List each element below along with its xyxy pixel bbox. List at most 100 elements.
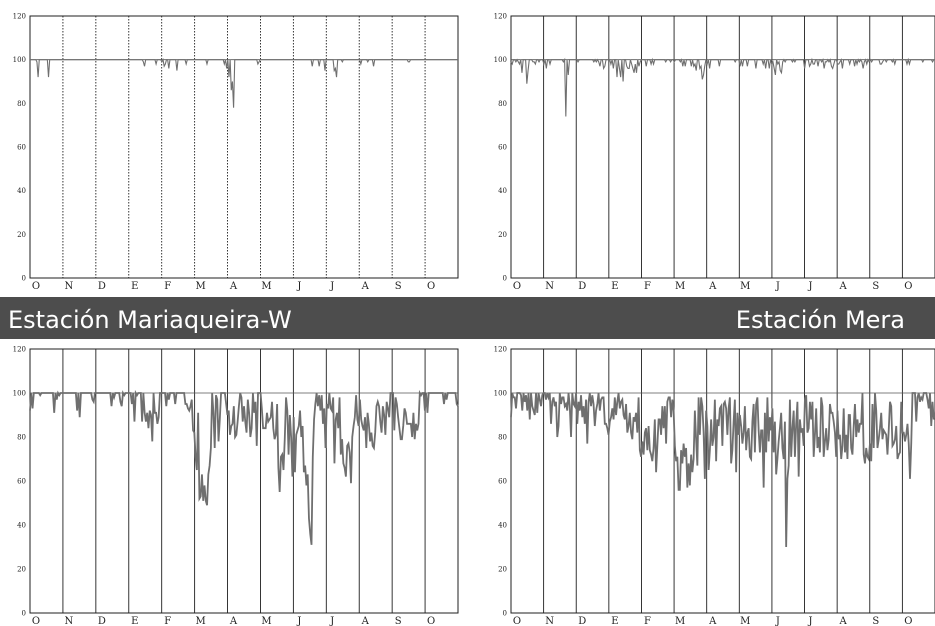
x-tick-label: O (427, 616, 435, 626)
x-tick-label: N (545, 616, 554, 626)
y-tick-label: 120 (494, 13, 507, 21)
x-tick-label: A (229, 616, 238, 626)
x-tick-label: O (427, 281, 435, 292)
y-tick-label: 100 (494, 390, 507, 398)
x-tick-label: M (195, 616, 205, 626)
x-tick-label: E (131, 616, 138, 626)
x-tick-label: M (675, 281, 685, 292)
series-line (29, 389, 459, 545)
y-tick-label: 80 (17, 100, 26, 108)
y-tick-label: 80 (498, 434, 507, 442)
y-tick-label: 0 (22, 610, 26, 618)
x-tick-label: M (195, 281, 205, 292)
x-tick-label: S (872, 616, 879, 626)
x-tick-label: S (872, 281, 879, 292)
x-tick-label: O (904, 281, 912, 292)
x-tick-label: O (32, 281, 40, 292)
series-line (30, 58, 458, 108)
chart-panel-bottom-left: 0 20 40 60 80 100 120 O N D E F M A M J J A S O (13, 346, 459, 626)
y-tick-label: 100 (494, 56, 507, 64)
y-tick-label: 0 (503, 275, 507, 283)
plot-frame (510, 15, 935, 279)
y-axis-ticks: 0 20 40 60 80 100 120 (13, 13, 26, 283)
x-tick-label: O (32, 616, 40, 626)
x-tick-label: N (65, 281, 74, 292)
x-tick-label: M (740, 616, 750, 626)
x-tick-label: O (904, 616, 912, 626)
x-tick-label: A (361, 281, 370, 292)
y-tick-label: 40 (17, 522, 26, 530)
y-axis-ticks: 0 20 40 60 80 100 120 (13, 346, 26, 618)
plot-frame (510, 348, 935, 614)
series-line (510, 57, 935, 117)
x-tick-label: M (261, 281, 271, 292)
x-tick-label: E (131, 281, 138, 292)
y-tick-label: 60 (17, 478, 26, 486)
x-tick-label: F (644, 281, 651, 292)
chart-panel-top-right: 0 20 40 60 80 100 120 O N D E F M A M J J A S O (494, 13, 935, 292)
banner-background (0, 297, 935, 339)
y-tick-label: 20 (498, 566, 507, 574)
x-tick-label: J (808, 616, 813, 626)
x-tick-label: M (675, 616, 685, 626)
y-tick-label: 40 (498, 522, 507, 530)
x-tick-label: J (296, 281, 301, 292)
series-line (510, 392, 935, 548)
y-tick-label: 40 (498, 187, 507, 195)
y-tick-label: 60 (498, 144, 507, 152)
y-tick-label: 100 (13, 390, 26, 398)
y-tick-label: 40 (17, 187, 26, 195)
y-tick-label: 80 (498, 100, 507, 108)
chart-panel-top-left: 0 20 40 60 80 100 120 O N D E F M A M J J A S O (13, 13, 459, 292)
y-tick-label: 0 (22, 275, 26, 283)
y-tick-label: 20 (17, 231, 26, 239)
banner-label-left: Estación Mariaqueira-W (8, 306, 292, 334)
x-tick-label: A (229, 281, 238, 292)
chart-panel-bottom-right: 0 20 40 60 80 100 120 O N D E F M A M J J A S O (494, 346, 935, 626)
x-tick-label: F (644, 616, 651, 626)
x-tick-label: D (98, 616, 106, 626)
x-tick-label: J (296, 616, 301, 626)
x-tick-label: O (513, 281, 521, 292)
x-tick-label: E (611, 616, 618, 626)
plot-frame (29, 348, 459, 614)
x-tick-label: F (164, 616, 171, 626)
x-tick-label: N (545, 281, 554, 292)
x-tick-label: F (164, 281, 171, 292)
y-tick-label: 120 (494, 346, 507, 354)
y-tick-label: 60 (498, 478, 507, 486)
x-tick-label: D (98, 281, 106, 292)
x-tick-label: O (513, 616, 521, 626)
x-tick-label: D (578, 616, 586, 626)
x-tick-label: J (329, 616, 334, 626)
x-tick-label: A (839, 281, 848, 292)
x-tick-label: A (361, 616, 370, 626)
y-axis-ticks: 0 20 40 60 80 100 120 (494, 13, 507, 283)
station-banner: Estación Mariaqueira-W Estación Mera (0, 297, 935, 339)
y-tick-label: 80 (17, 434, 26, 442)
plot-frame (29, 15, 459, 279)
x-tick-label: N (65, 616, 74, 626)
x-tick-label: D (578, 281, 586, 292)
x-tick-label: S (395, 616, 402, 626)
x-tick-label: J (775, 281, 780, 292)
x-tick-label: A (708, 616, 717, 626)
y-axis-ticks: 0 20 40 60 80 100 120 (494, 346, 507, 618)
x-tick-label: E (611, 281, 618, 292)
x-tick-label: M (261, 616, 271, 626)
y-tick-label: 120 (13, 13, 26, 21)
x-tick-label: J (775, 616, 780, 626)
x-tick-label: J (329, 281, 334, 292)
x-tick-label: S (395, 281, 402, 292)
y-tick-label: 60 (17, 144, 26, 152)
x-tick-label: A (839, 616, 848, 626)
banner-label-right: Estación Mera (736, 306, 905, 334)
x-tick-label: M (740, 281, 750, 292)
y-tick-label: 20 (498, 231, 507, 239)
y-tick-label: 0 (503, 610, 507, 618)
